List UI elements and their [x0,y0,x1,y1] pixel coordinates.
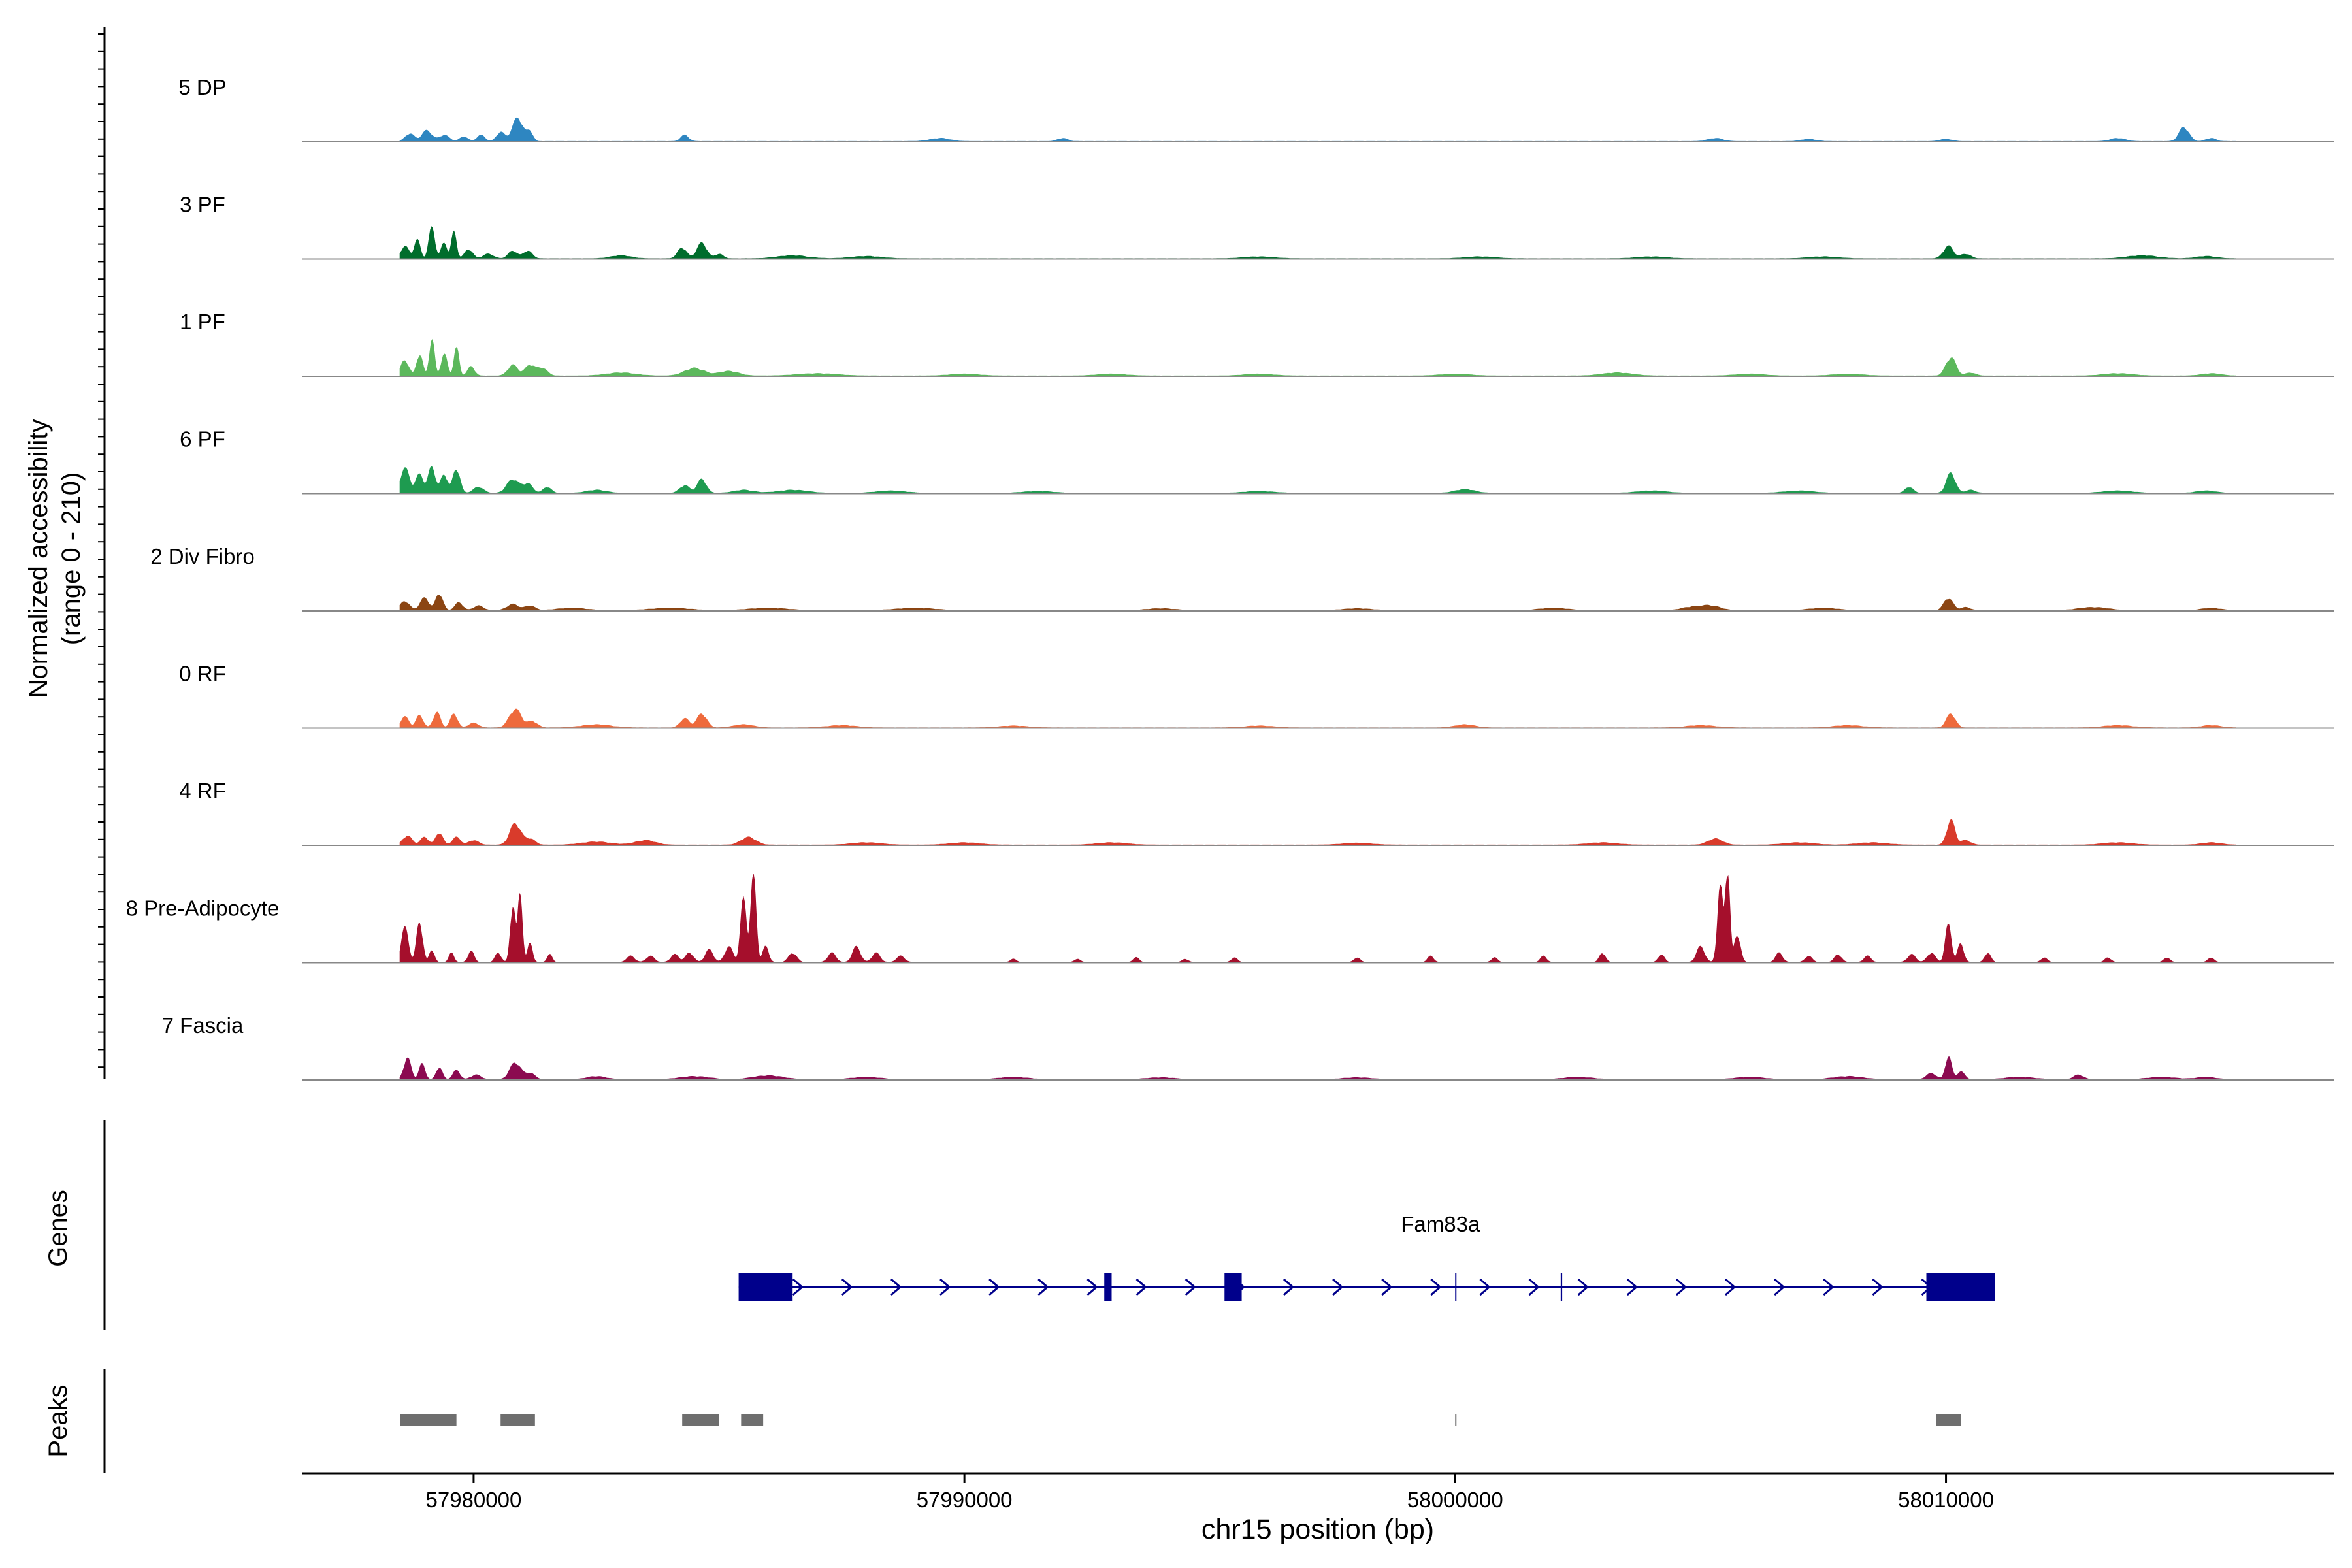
track-label: 3 PF [180,193,225,217]
peak-region [1455,1414,1457,1426]
coverage-area [399,819,2236,846]
track-7-fascia: 7 Fascia [162,1013,2334,1081]
y-axis-title-range: (range 0 - 210) [57,472,86,645]
track-6-pf: 6 PF [180,427,2334,495]
peak-region [500,1414,535,1426]
track-label: 4 RF [179,779,226,803]
track-label: 0 RF [179,662,226,686]
strand-arrow [1037,1278,1049,1296]
strand-arrow [1626,1278,1639,1296]
gene-exon [1104,1273,1112,1301]
track-0-rf: 0 RF [179,662,2334,729]
strand-arrow [841,1278,853,1296]
strand-arrow [1675,1278,1688,1296]
gene-exon [1224,1273,1242,1301]
strand-arrow [1479,1278,1491,1296]
gene-name: Fam83a [1401,1212,1480,1236]
strand-arrow [1332,1278,1344,1296]
strand-arrow [1086,1278,1098,1296]
coverage-area [399,117,2236,142]
track-3-pf: 3 PF [180,193,2334,260]
track-8-pre-adipocyte: 8 Pre-Adipocyte [126,874,2334,964]
peak-region [400,1414,457,1426]
peak-region [741,1414,764,1426]
strand-arrow [1430,1278,1442,1296]
gene-exon [1926,1273,1995,1301]
track-label: 5 DP [178,75,226,99]
gene-exon [1560,1273,1563,1301]
strand-arrow [1135,1278,1147,1296]
coverage-tracks: 5 DP 3 PF 1 PF 6 PF 2 Div Fibro 0 RF 4 RF 8 Pre… [126,75,2334,1081]
track-1-pf: 1 PF [180,310,2334,377]
strand-arrow [1872,1278,1884,1296]
track-label: 1 PF [180,310,225,334]
coverage-area [399,594,2236,612]
x-tick-label: 57980000 [426,1488,522,1512]
strand-arrow [1184,1278,1196,1296]
track-2-div-fibro: 2 Div Fibro [150,544,2334,612]
strand-arrow [939,1278,951,1296]
peak-regions [400,1414,1961,1426]
gene-model: Fam83a [738,1212,1995,1301]
peak-region [682,1414,719,1426]
coverage-area [399,708,2236,728]
strand-arrow [792,1278,804,1296]
peaks-panel-label: Peaks [44,1384,73,1457]
x-axis-title: chr15 position (bp) [1201,1514,1434,1545]
coverage-area [399,338,2236,377]
x-tick-label: 58010000 [1898,1488,1994,1512]
track-label: 6 PF [180,427,225,451]
genes-panel-label: Genes [44,1190,73,1267]
x-axis-ticks: 57980000 57990000 58000000 58010000 [426,1473,1994,1512]
coverage-area [399,1056,2236,1081]
strand-arrow [1577,1278,1589,1296]
strand-arrow [1774,1278,1786,1296]
strand-arrow [1823,1278,1835,1296]
coverage-y-ticks [98,33,105,1068]
x-tick-label: 58000000 [1407,1488,1503,1512]
track-label: 8 Pre-Adipocyte [126,896,280,921]
gene-exon [1455,1273,1457,1301]
strand-arrow [1381,1278,1393,1296]
strand-arrow [1282,1278,1295,1296]
strand-arrow [1725,1278,1737,1296]
track-5-dp: 5 DP [178,75,2334,142]
gene-exon [738,1273,793,1301]
strand-arrow [1528,1278,1540,1296]
y-axis-title: Normalized accessibility [24,419,53,698]
x-tick-label: 57990000 [917,1488,1013,1512]
strand-arrow [890,1278,902,1296]
coverage-area [399,874,2236,963]
peak-region [1936,1414,1961,1426]
track-4-rf: 4 RF [179,779,2334,846]
strand-arrow [988,1278,1000,1296]
track-label: 7 Fascia [162,1013,244,1037]
coverage-area [399,226,2236,259]
track-label: 2 Div Fibro [150,544,255,568]
coverage-area [399,466,2236,494]
